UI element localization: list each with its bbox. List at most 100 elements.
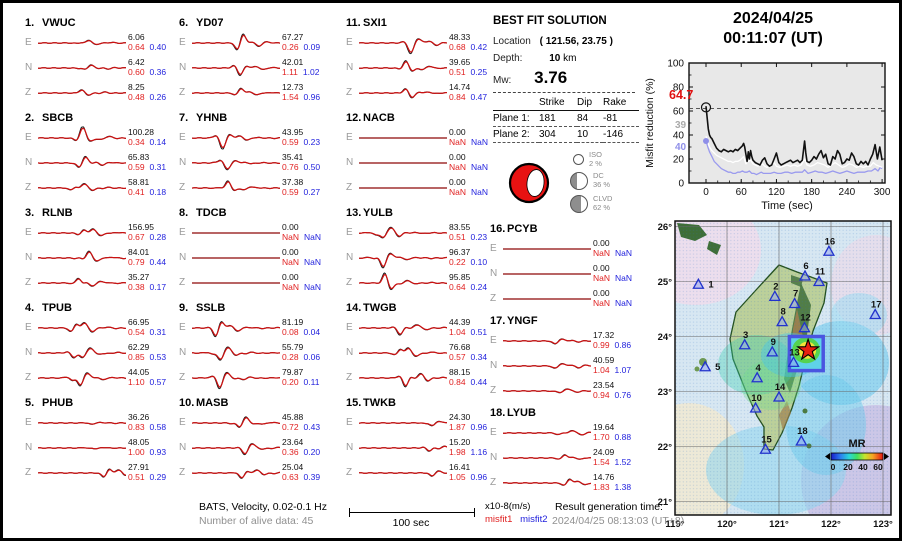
misfit1-value: 1.10 xyxy=(128,377,145,388)
misfit1-value: 0.67 xyxy=(128,232,145,243)
channel-values: 156.95 0.67 0.28 xyxy=(128,223,166,242)
channel-label: Z xyxy=(25,277,32,288)
channel-row-e: E 6.06 0.64 0.40 xyxy=(25,30,177,55)
misfit2-value: 0.88 xyxy=(614,432,632,443)
svg-text:10: 10 xyxy=(751,393,762,404)
misfit2-value: 0.40 xyxy=(149,42,167,53)
svg-text:16: 16 xyxy=(825,236,836,247)
svg-text:MR: MR xyxy=(848,438,865,450)
svg-text:0: 0 xyxy=(831,462,836,472)
amplitude-value: 55.79 xyxy=(282,342,304,353)
channel-row-e: E 48.33 0.68 0.42 xyxy=(346,30,498,55)
channel-label: E xyxy=(179,417,186,428)
misfit2-value: 0.23 xyxy=(470,232,488,243)
amplitude-value: 156.95 xyxy=(128,222,154,233)
channel-label: E xyxy=(25,227,32,238)
misfit1-value: 0.36 xyxy=(282,447,299,458)
misfit2-value: 0.50 xyxy=(303,162,321,173)
svg-text:13: 13 xyxy=(789,347,800,358)
channel-label: N xyxy=(490,360,498,371)
channel-values: 96.37 0.22 0.10 xyxy=(449,248,487,267)
waveform-plot xyxy=(503,477,591,486)
channel-values: 35.27 0.38 0.17 xyxy=(128,273,166,292)
channel-label: N xyxy=(25,442,33,453)
amplitude-value: 24.30 xyxy=(449,412,471,423)
misfit1-legend: misfit1 xyxy=(485,514,513,525)
channel-label: E xyxy=(179,227,186,238)
misfit1-value: 1.83 xyxy=(593,482,610,493)
channel-values: 25.04 0.63 0.39 xyxy=(282,463,320,482)
station-block-twkb: 15. TWKB E 24.30 1.87 0.96 N 15.20 1.98 1.16 Z 16.4… xyxy=(346,397,498,485)
misfit1-value: NaN xyxy=(593,248,611,259)
amplitude-value: 39.65 xyxy=(449,57,471,68)
amplitude-value: 0.00 xyxy=(593,288,610,299)
location-label: Location xyxy=(493,36,531,47)
clvd-icon xyxy=(570,195,588,213)
channel-values: 66.95 0.54 0.31 xyxy=(128,318,166,337)
misfit1-value: NaN xyxy=(593,298,611,309)
misfit1-value: 0.76 xyxy=(282,162,299,173)
waveform-plot xyxy=(38,39,126,45)
amplitude-value: 48.05 xyxy=(128,437,150,448)
channel-label: N xyxy=(179,442,187,453)
channel-values: 27.91 0.51 0.29 xyxy=(128,463,166,482)
channel-row-n: N 76.68 0.57 0.34 xyxy=(346,340,498,365)
misfit1-value: NaN xyxy=(449,162,467,173)
waveform-plot xyxy=(503,297,591,300)
channel-values: 65.83 0.59 0.31 xyxy=(128,153,166,172)
station-block-masb: 10. MASB E 45.88 0.72 0.43 N 23.64 0.36 0.20 Z 25.0… xyxy=(179,397,331,485)
amplitude-value: 14.76 xyxy=(593,472,615,483)
station-header: 18. LYUB xyxy=(490,407,536,419)
svg-text:60: 60 xyxy=(873,462,883,472)
channel-label: Z xyxy=(490,385,497,396)
channel-row-z: Z 0.00 NaN NaN xyxy=(346,175,498,200)
station-block-yhnb: 7. YHNB E 43.95 0.59 0.23 N 35.41 0.76 0.50 Z 37.38… xyxy=(179,112,331,200)
misfit1-value: 0.85 xyxy=(128,352,145,363)
station-block-tpub: 4. TPUB E 66.95 0.54 0.31 N 62.29 0.85 0.53 Z 44.05… xyxy=(25,302,177,390)
misfit1-value: NaN xyxy=(449,187,467,198)
channel-values: 42.01 1.11 1.02 xyxy=(282,58,319,77)
channel-values: 83.55 0.51 0.23 xyxy=(449,223,487,242)
amplitude-value: 76.68 xyxy=(449,342,471,353)
station-block-pcyb: 16. PCYB E 0.00 NaN NaN N 0.00 NaN NaN Z 0.00 NaN NaN xyxy=(490,223,642,311)
svg-text:40: 40 xyxy=(673,131,685,142)
waveform-plot xyxy=(503,453,591,460)
station-block-nacb: 12. NACB E 0.00 NaN NaN N 0.00 NaN NaN Z 0.00 NaN NaN xyxy=(346,112,498,200)
waveform-plot xyxy=(192,468,280,479)
channel-values: 55.79 0.28 0.06 xyxy=(282,343,320,362)
svg-text:119°: 119° xyxy=(665,519,684,530)
channel-row-n: N 6.42 0.60 0.36 xyxy=(25,55,177,80)
channel-row-z: Z 0.00 NaN NaN xyxy=(179,270,331,295)
channel-row-n: N 35.41 0.76 0.50 xyxy=(179,150,331,175)
svg-text:11: 11 xyxy=(815,267,826,278)
waveform-plot xyxy=(192,159,280,170)
misfit1-value: NaN xyxy=(282,282,300,293)
waveform-plot xyxy=(359,37,447,54)
svg-text:121°: 121° xyxy=(769,519,789,530)
waveform-plot xyxy=(359,226,447,238)
channel-values: 44.05 1.10 0.57 xyxy=(128,368,166,387)
svg-text:25°: 25° xyxy=(658,277,673,288)
channel-label: Z xyxy=(25,372,32,383)
misfit2-value: 0.23 xyxy=(303,137,321,148)
misfit1-value: 0.59 xyxy=(282,187,299,198)
misfit2-value: NaN xyxy=(471,137,489,148)
channel-row-z: Z 88.15 0.84 0.44 xyxy=(346,365,498,390)
amplitude-value: 79.87 xyxy=(282,367,304,378)
channel-label: E xyxy=(179,132,186,143)
channel-row-n: N 96.37 0.22 0.10 xyxy=(346,245,498,270)
misfit2-value: 0.14 xyxy=(149,137,167,148)
channel-label: N xyxy=(346,252,354,263)
svg-text:120: 120 xyxy=(768,187,785,198)
channel-values: 6.42 0.60 0.36 xyxy=(128,58,166,77)
misfit1-value: 0.84 xyxy=(449,92,466,103)
svg-text:1: 1 xyxy=(708,279,714,290)
svg-text:180: 180 xyxy=(803,187,820,198)
svg-text:Time (sec): Time (sec) xyxy=(761,200,813,212)
misfit1-value: 0.26 xyxy=(282,42,299,53)
misfit2-value: NaN xyxy=(304,232,322,243)
misfit2-value: 0.17 xyxy=(149,282,167,293)
misfit1-value: 0.84 xyxy=(449,377,466,388)
channel-values: 17.32 0.99 0.86 xyxy=(593,331,631,350)
